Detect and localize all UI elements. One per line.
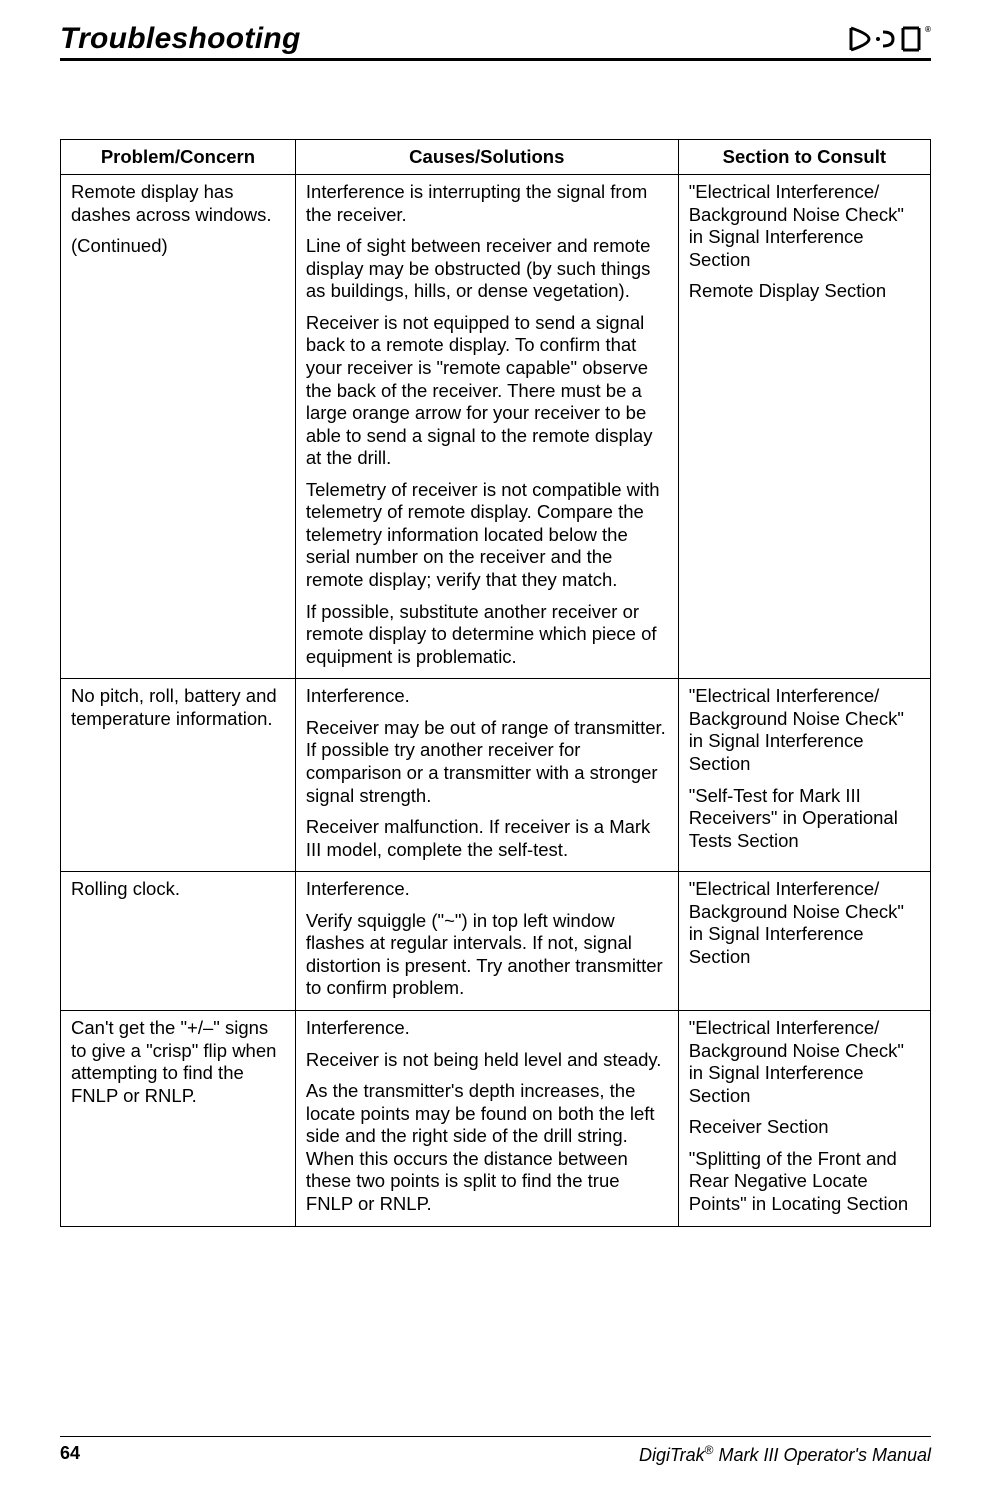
cause-text: Receiver may be out of range of transmit… [306,717,668,807]
cause-text: Verify squiggle ("~") in top left window… [306,910,668,1000]
cause-text: If possible, substitute another receiver… [306,601,668,669]
cell-section: "Electrical Interference/ Background Noi… [678,175,930,679]
section-text: Receiver Section [689,1116,920,1139]
cell-section: "Electrical Interference/ Background Noi… [678,679,930,872]
problem-text: Remote display has dashes across windows… [71,181,285,226]
manual-suffix: Mark III Operator's Manual [713,1445,931,1465]
table-row: No pitch, roll, battery and temperature … [61,679,931,872]
col-header-section: Section to Consult [678,140,930,175]
problem-text: (Continued) [71,235,285,258]
cause-text: Receiver malfunction. If receiver is a M… [306,816,668,861]
cause-text: Receiver is not being held level and ste… [306,1049,668,1072]
cell-causes: Interference. Receiver is not being held… [295,1011,678,1227]
cause-text: Interference. [306,1017,668,1040]
registered-mark: ® [925,25,931,34]
cause-text: Interference is interrupting the signal … [306,181,668,226]
cell-section: "Electrical Interference/ Background Noi… [678,872,930,1011]
cell-causes: Interference. Receiver may be out of ran… [295,679,678,872]
cell-causes: Interference is interrupting the signal … [295,175,678,679]
table-header-row: Problem/Concern Causes/Solutions Section… [61,140,931,175]
section-text: "Splitting of the Front and Rear Negativ… [689,1148,920,1216]
cause-text: As the transmitter's depth increases, th… [306,1080,668,1215]
cause-text: Line of sight between receiver and remot… [306,235,668,303]
cause-text: Interference. [306,685,668,708]
troubleshooting-table: Problem/Concern Causes/Solutions Section… [60,139,931,1227]
problem-text: No pitch, roll, battery and temperature … [71,685,285,730]
table-row: Remote display has dashes across windows… [61,175,931,679]
brand-logo: ® [841,24,931,54]
problem-text: Rolling clock. [71,878,285,901]
table-row: Can't get the "+/–" signs to give a "cri… [61,1011,931,1227]
cell-causes: Interference. Verify squiggle ("~") in t… [295,872,678,1011]
cell-problem: No pitch, roll, battery and temperature … [61,679,296,872]
section-text: Remote Display Section [689,280,920,303]
cause-text: Interference. [306,878,668,901]
cause-text: Telemetry of receiver is not compatible … [306,479,668,592]
page-footer: 64 DigiTrak® Mark III Operator's Manual [60,1436,931,1466]
cell-problem: Rolling clock. [61,872,296,1011]
cell-problem: Can't get the "+/–" signs to give a "cri… [61,1011,296,1227]
dci-logo-icon: ® [841,24,931,54]
section-text: "Electrical Interference/ Background Noi… [689,878,920,968]
page-header: Troubleshooting ® [60,22,931,61]
page-number: 64 [60,1443,80,1466]
section-text: "Self-Test for Mark III Receivers" in Op… [689,785,920,853]
manual-title: DigiTrak® Mark III Operator's Manual [639,1443,931,1466]
section-text: "Electrical Interference/ Background Noi… [689,181,920,271]
table-row: Rolling clock. Interference. Verify squi… [61,872,931,1011]
problem-text: Can't get the "+/–" signs to give a "cri… [71,1017,285,1107]
col-header-causes: Causes/Solutions [295,140,678,175]
cell-section: "Electrical Interference/ Background Noi… [678,1011,930,1227]
cell-problem: Remote display has dashes across windows… [61,175,296,679]
page-title: Troubleshooting [60,22,301,56]
section-text: "Electrical Interference/ Background Noi… [689,1017,920,1107]
cause-text: Receiver is not equipped to send a signa… [306,312,668,470]
section-text: "Electrical Interference/ Background Noi… [689,685,920,775]
manual-prefix: DigiTrak [639,1445,705,1465]
col-header-problem: Problem/Concern [61,140,296,175]
